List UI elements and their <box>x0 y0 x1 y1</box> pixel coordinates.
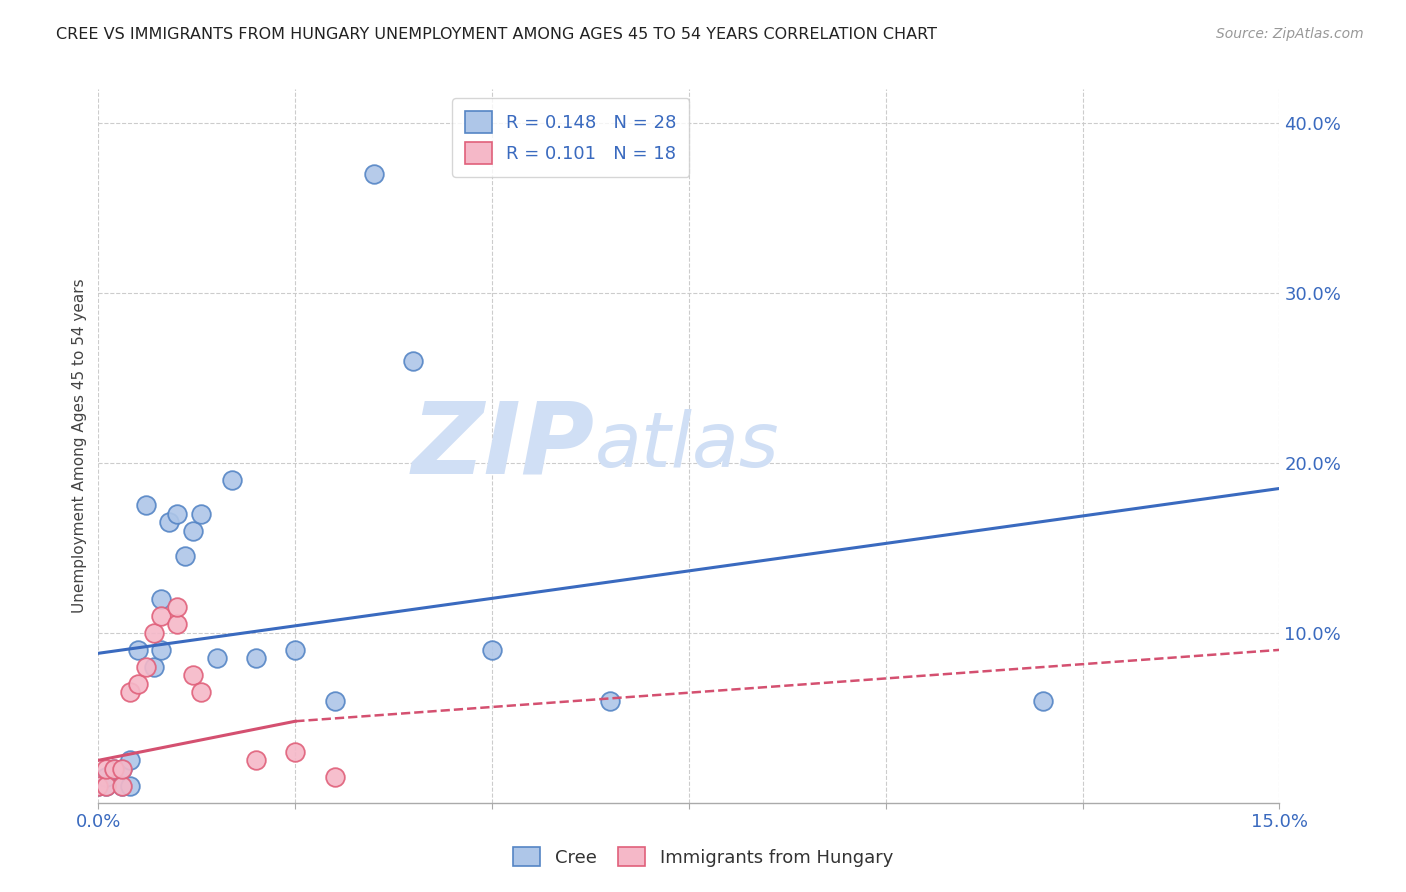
Point <box>142 626 165 640</box>
Point <box>118 753 141 767</box>
Point <box>96 762 118 776</box>
Point <box>284 745 307 759</box>
Point <box>174 549 197 564</box>
Point <box>127 677 149 691</box>
Point <box>166 600 188 615</box>
Point <box>166 617 188 632</box>
Point <box>103 762 125 776</box>
Point <box>118 779 141 793</box>
Point <box>111 762 134 776</box>
Point <box>245 651 267 665</box>
Point <box>166 507 188 521</box>
Point <box>599 694 621 708</box>
Legend: R = 0.148   N = 28, R = 0.101   N = 18: R = 0.148 N = 28, R = 0.101 N = 18 <box>453 98 689 177</box>
Point <box>142 660 165 674</box>
Point <box>190 507 212 521</box>
Point <box>1032 694 1054 708</box>
Point <box>181 524 204 538</box>
Point <box>96 779 118 793</box>
Point <box>118 685 141 699</box>
Point <box>87 779 110 793</box>
Point <box>111 779 134 793</box>
Point <box>96 779 118 793</box>
Point <box>402 354 425 368</box>
Y-axis label: Unemployment Among Ages 45 to 54 years: Unemployment Among Ages 45 to 54 years <box>72 278 87 614</box>
Legend: Cree, Immigrants from Hungary: Cree, Immigrants from Hungary <box>506 840 900 874</box>
Point <box>127 643 149 657</box>
Point <box>135 660 157 674</box>
Point <box>190 685 212 699</box>
Text: CREE VS IMMIGRANTS FROM HUNGARY UNEMPLOYMENT AMONG AGES 45 TO 54 YEARS CORRELATI: CREE VS IMMIGRANTS FROM HUNGARY UNEMPLOY… <box>56 27 938 42</box>
Point <box>323 770 346 784</box>
Point <box>87 779 110 793</box>
Point <box>96 770 118 784</box>
Point <box>284 643 307 657</box>
Point <box>150 643 173 657</box>
Point <box>221 473 243 487</box>
Point <box>181 668 204 682</box>
Point <box>150 591 173 606</box>
Text: Source: ZipAtlas.com: Source: ZipAtlas.com <box>1216 27 1364 41</box>
Point <box>363 167 385 181</box>
Point <box>157 516 180 530</box>
Text: atlas: atlas <box>595 409 779 483</box>
Point <box>245 753 267 767</box>
Point <box>111 779 134 793</box>
Point <box>150 608 173 623</box>
Point <box>481 643 503 657</box>
Point <box>135 499 157 513</box>
Point <box>111 762 134 776</box>
Point <box>323 694 346 708</box>
Text: ZIP: ZIP <box>412 398 595 494</box>
Point <box>103 762 125 776</box>
Point <box>205 651 228 665</box>
